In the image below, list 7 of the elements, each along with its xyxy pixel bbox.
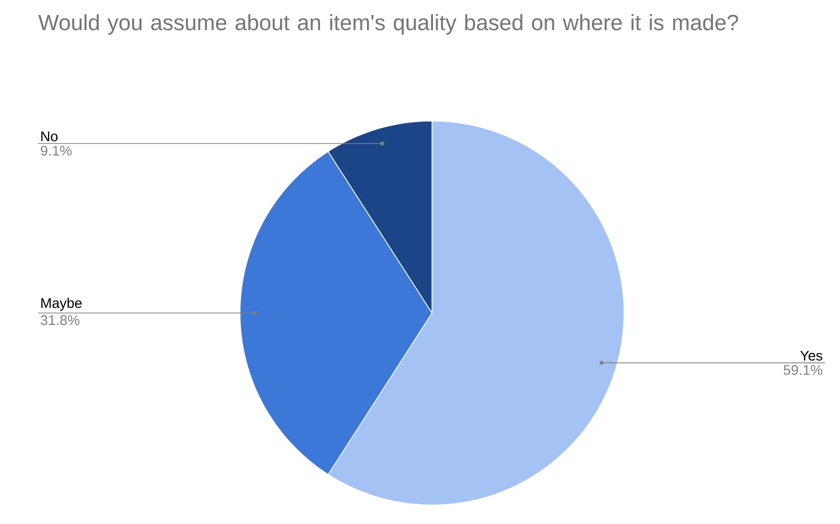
data-label: 59.1%: [784, 364, 822, 375]
data-label: 31.8%: [40, 315, 80, 326]
slice-label: Yes: [800, 350, 822, 361]
data-label: 9.1%: [40, 146, 72, 156]
slice-label: Maybe: [41, 298, 82, 311]
slice-label: No: [41, 132, 58, 142]
chart-title: Would you assume about an item's quality based on where it is made?: [38, 14, 738, 35]
